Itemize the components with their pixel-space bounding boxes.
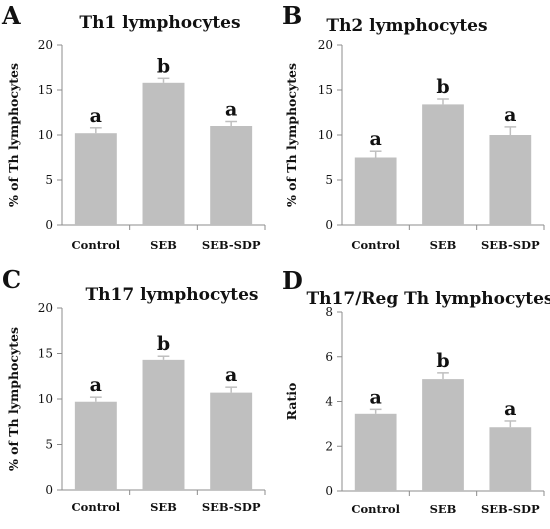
x-tick-label: SEB-SDP (481, 502, 540, 516)
panel-letter: C (2, 265, 21, 294)
bar-control (354, 413, 397, 491)
y-tick-label: 15 (38, 347, 53, 361)
significance-letter: a (90, 105, 102, 127)
y-axis-label: % of Th lymphocytes (6, 63, 21, 207)
y-tick-label: 0 (45, 218, 53, 232)
y-tick-label: 5 (325, 173, 333, 187)
y-tick-label: 20 (318, 38, 333, 52)
y-axis-label: % of Th lymphocytes (6, 327, 21, 471)
y-tick-label: 20 (38, 301, 53, 315)
y-tick-label: 8 (325, 305, 333, 319)
panel-letter: D (282, 266, 303, 295)
x-tick-label: SEB (430, 238, 457, 252)
bar-seb (142, 82, 185, 225)
chart-title: Th17/Reg Th lymphocytes (307, 289, 550, 309)
x-tick-label: SEB (150, 238, 177, 252)
bar-seb (142, 359, 185, 490)
significance-letter: a (504, 398, 516, 420)
chart-title: Th2 lymphocytes (326, 16, 487, 36)
y-tick-label: 10 (38, 392, 53, 406)
panel-letter: B (282, 1, 302, 30)
significance-letter: b (436, 350, 449, 372)
significance-letter: b (436, 76, 449, 98)
y-tick-label: 4 (325, 395, 333, 409)
y-tick-label: 10 (38, 128, 53, 142)
y-tick-label: 10 (318, 128, 333, 142)
y-tick-label: 2 (325, 439, 333, 453)
x-tick-label: Control (72, 500, 121, 514)
x-tick-label: SEB-SDP (202, 500, 261, 514)
panel-letter: A (1, 1, 21, 30)
significance-letter: a (225, 99, 237, 121)
chart-title: Th17 lymphocytes (86, 285, 259, 305)
significance-letter: a (225, 364, 237, 386)
x-tick-label: Control (351, 502, 400, 516)
significance-letter: b (157, 333, 170, 355)
y-tick-label: 0 (325, 218, 333, 232)
significance-letter: a (504, 104, 516, 126)
bar-seb-sdp (489, 135, 532, 225)
x-tick-label: SEB (430, 502, 457, 516)
chart-title: Th1 lymphocytes (79, 13, 240, 33)
chart-panel-a: A Th1 lymphocytes 0 5 10 15 20 % of Th lymphocy… (1, 1, 266, 252)
y-tick-label: 5 (45, 173, 53, 187)
significance-letter: b (157, 55, 170, 77)
y-tick-label: 5 (45, 438, 53, 452)
y-tick-label: 20 (38, 38, 53, 52)
x-tick-label: SEB-SDP (202, 238, 261, 252)
y-tick-label: 0 (45, 483, 53, 497)
bar-control (74, 401, 117, 490)
y-tick-label: 6 (325, 350, 333, 364)
y-tick-label: 15 (38, 83, 53, 97)
bar-seb-sdp (210, 392, 253, 490)
chart-panel-c: C Th17 lymphocytes 0 5 10 15 20 % of Th lymphoc… (2, 265, 266, 514)
y-tick-label: 15 (318, 83, 333, 97)
y-axis-label: Ratio (284, 383, 299, 421)
x-tick-label: SEB (150, 500, 177, 514)
bar-seb-sdp (489, 427, 532, 491)
bar-control (354, 157, 397, 225)
bar-seb-sdp (210, 126, 253, 225)
chart-panel-b: B Th2 lymphocytes 0 5 10 15 20 % of Th lymphocy… (282, 1, 545, 252)
significance-letter: a (90, 374, 102, 396)
x-tick-label: SEB-SDP (481, 238, 540, 252)
bar-control (74, 133, 117, 225)
x-tick-label: Control (72, 238, 121, 252)
y-axis-label: % of Th lymphocytes (284, 63, 299, 207)
x-tick-label: Control (351, 238, 400, 252)
y-tick-label: 0 (325, 484, 333, 498)
bar-seb (422, 104, 464, 225)
significance-letter: a (370, 386, 382, 408)
significance-letter: a (370, 128, 382, 150)
bar-seb (422, 379, 464, 491)
